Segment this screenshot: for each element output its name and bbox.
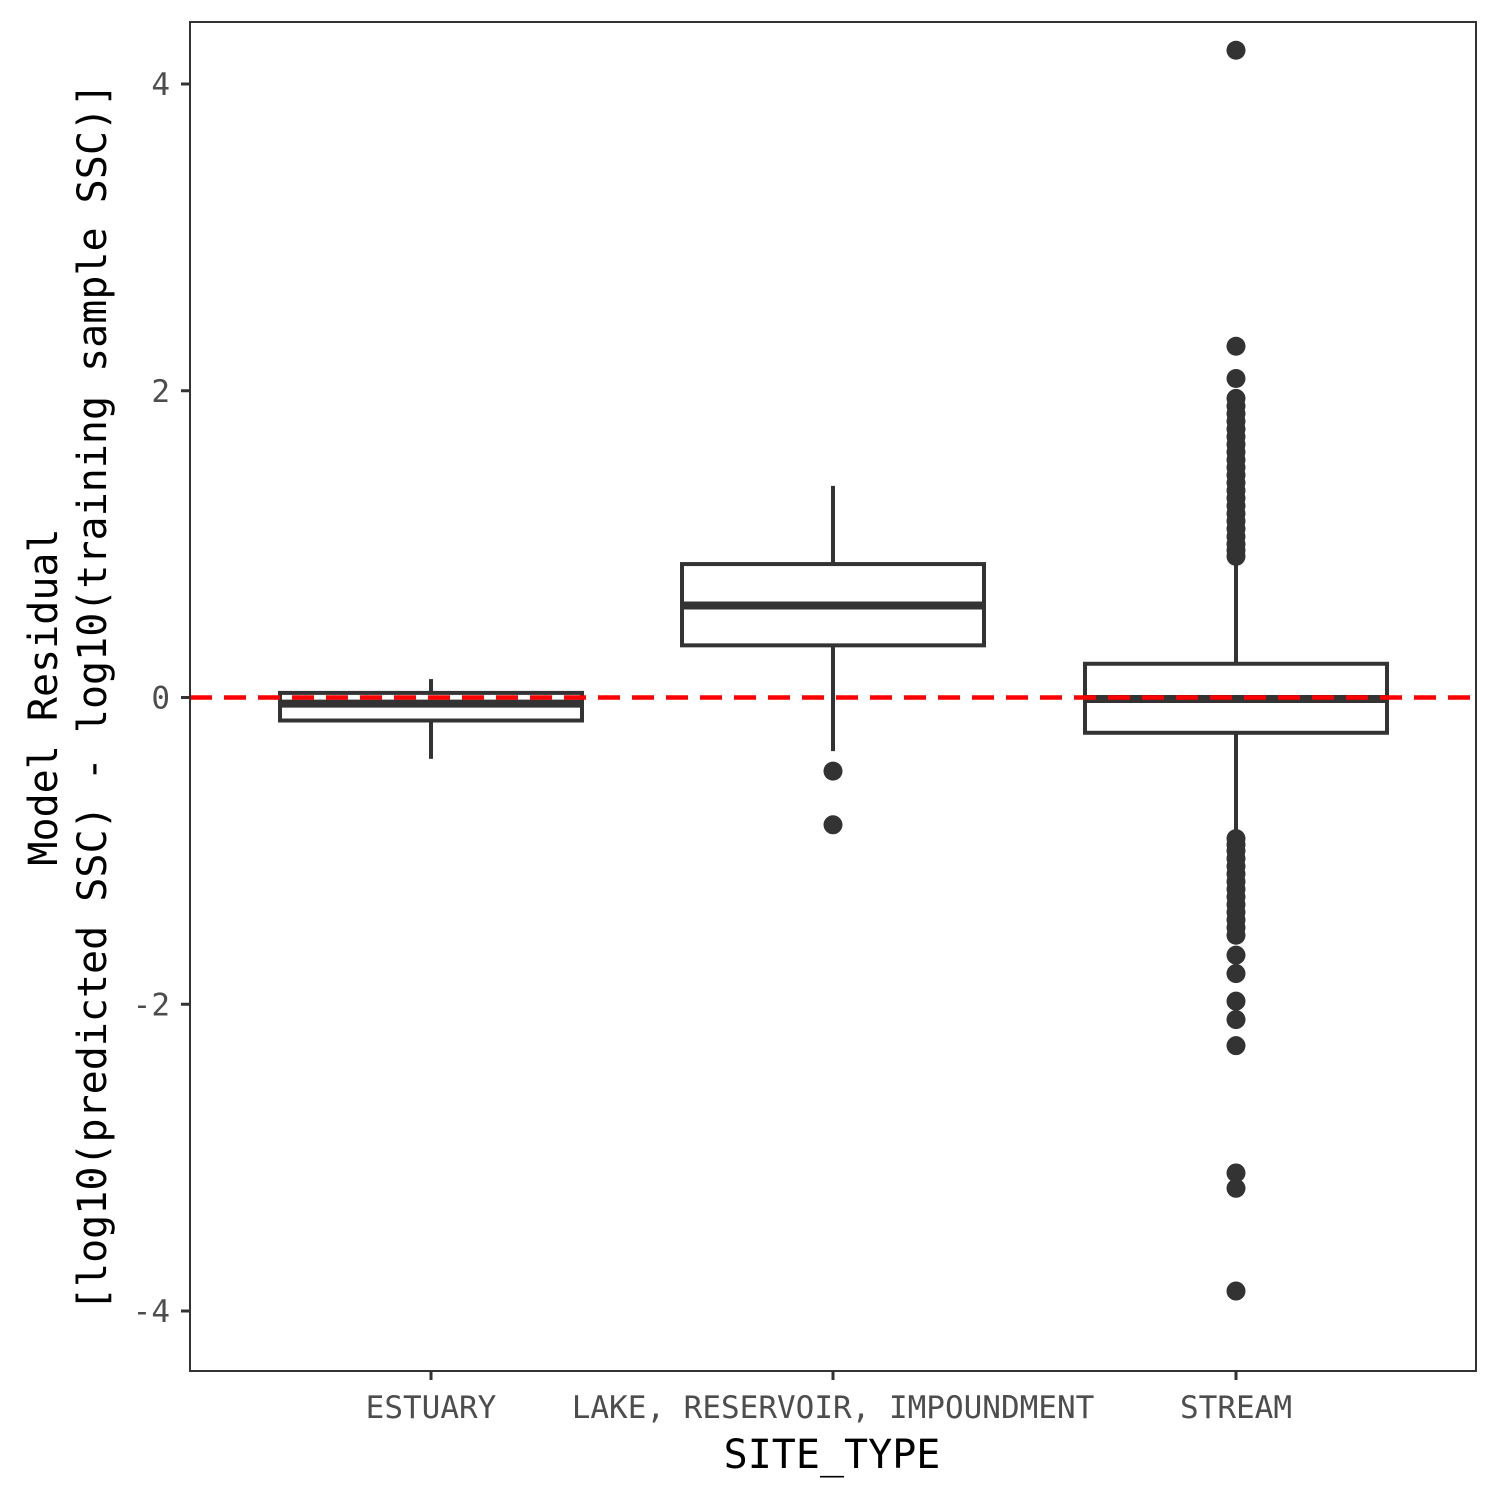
outlier-point	[823, 761, 843, 781]
y-tick-label: 4	[151, 67, 170, 103]
outlier-point	[1226, 40, 1246, 60]
outlier-point	[1226, 945, 1246, 965]
x-axis-title: SITE_TYPE	[724, 1432, 941, 1478]
outlier-point	[1226, 546, 1246, 566]
axes: -4 -2 0 2 4 ESTUARY LAKE, RESERVOIR, IMPOUNDME…	[133, 21, 1477, 1426]
y-tick-label: -2	[133, 987, 170, 1023]
y-axis-title: Model Residual[log10(predicted SSC) - lo…	[21, 83, 116, 1311]
y-tick-label: -4	[133, 1294, 170, 1330]
outlier-point	[1226, 1036, 1246, 1056]
outlier-point	[1226, 1281, 1246, 1301]
outlier-point	[823, 815, 843, 835]
outlier-point	[1226, 1178, 1246, 1198]
y-tick-label: 0	[151, 681, 170, 717]
outlier-point	[1226, 1010, 1246, 1030]
x-tick-label: LAKE, RESERVOIR, IMPOUNDMENT	[572, 1390, 1095, 1426]
y-axis-title-line: Model Residual	[21, 528, 67, 865]
box-group	[278, 679, 584, 759]
x-tick-label: STREAM	[1180, 1390, 1292, 1426]
y-tick-label: 2	[151, 374, 170, 410]
outlier-point	[1226, 368, 1246, 388]
box-group	[680, 485, 986, 835]
outlier-point	[1226, 336, 1246, 356]
plot-area	[190, 40, 1476, 1301]
box-group	[1083, 40, 1389, 1301]
outlier-point	[1226, 991, 1246, 1011]
outlier-point	[1226, 964, 1246, 984]
x-tick-label: ESTUARY	[366, 1390, 497, 1426]
y-axis-title-line: [log10(predicted SSC) - log10(training s…	[70, 83, 116, 1311]
outlier-point	[1226, 1163, 1246, 1183]
outlier-point	[1226, 925, 1246, 945]
